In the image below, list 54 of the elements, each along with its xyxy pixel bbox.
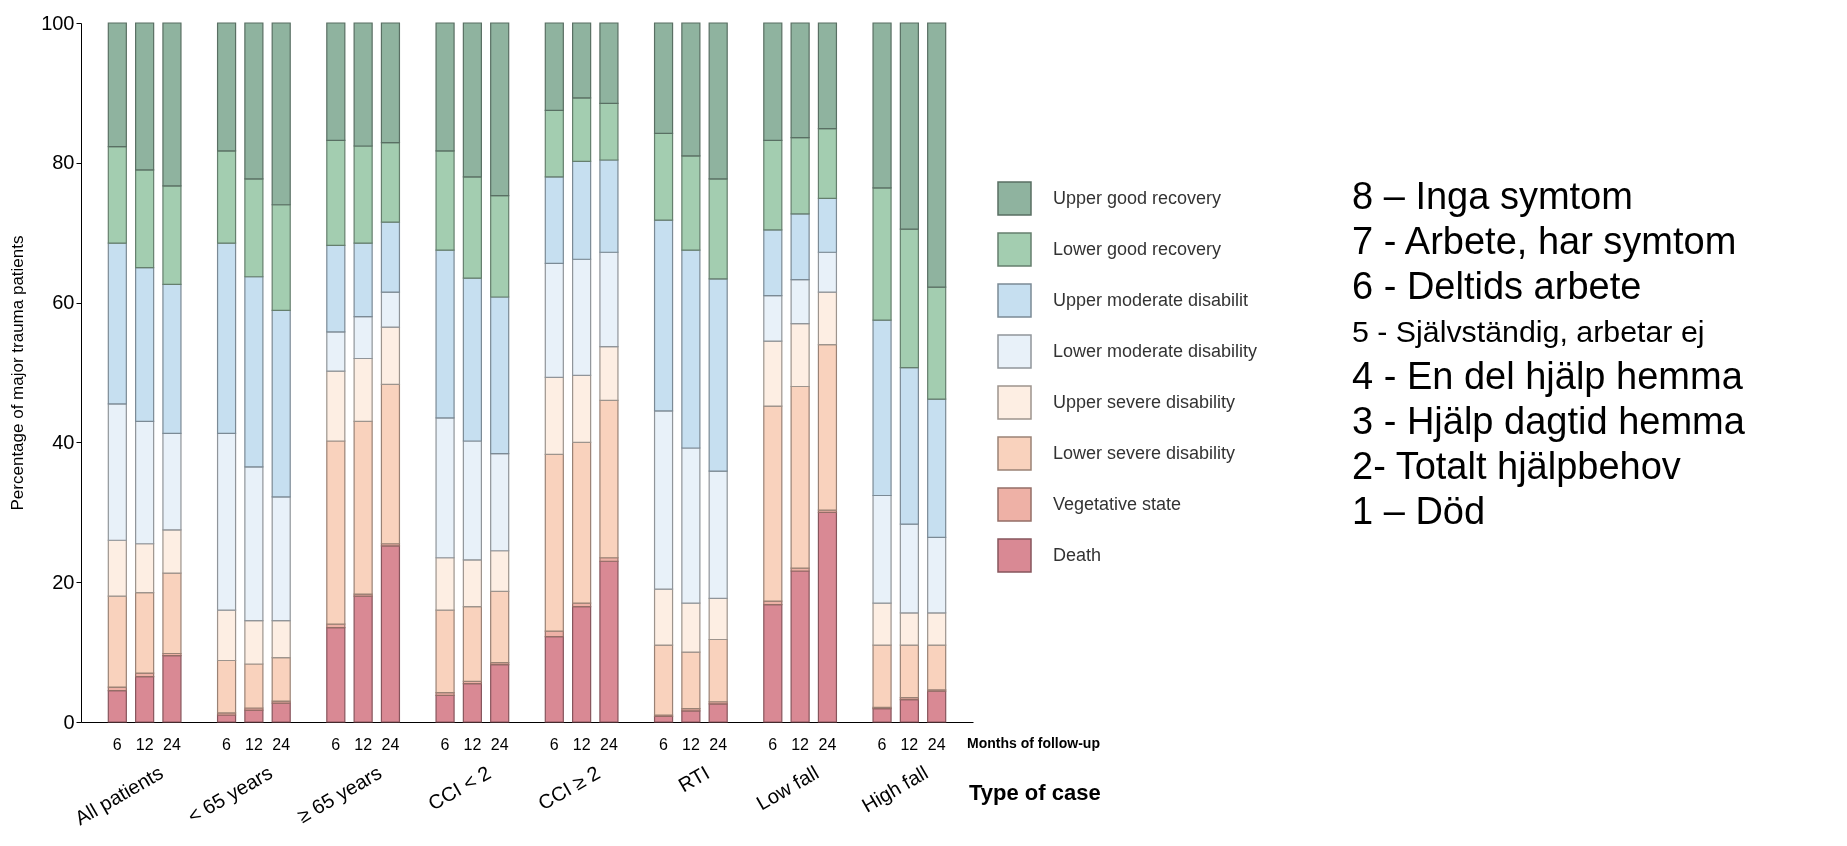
x-tick-label: 12 (681, 735, 700, 753)
text: RTI (674, 761, 713, 797)
text: 7 - Arbete, har symtom (1352, 219, 1737, 262)
text: 1 – Död (1352, 489, 1486, 532)
x-tick-label: 6 (659, 735, 669, 753)
legend-label: Lower severe disability (1053, 442, 1236, 463)
x-axis-title: Months of follow-up (967, 735, 1100, 751)
x-tick-label: 24 (163, 735, 181, 753)
legend-label: Lower moderate disability (1053, 340, 1258, 361)
text: 3 - Hjälp dagtid hemma (1352, 399, 1746, 442)
x-tick-label: 6 (440, 735, 450, 753)
x-tick-label: 6 (768, 735, 778, 753)
x-tick-label: 6 (222, 735, 232, 753)
text: 4 - En del hjälp hemma (1352, 354, 1744, 397)
legend-label: Lower good recovery (1053, 238, 1222, 259)
y-tick-label: 100 (41, 11, 75, 34)
x-tick-label: 12 (900, 735, 919, 753)
y-axis-title: Percentage of major trauma patients (8, 235, 28, 511)
y-tick-label: 40 (52, 430, 75, 453)
text: High fall (857, 761, 932, 817)
text: 8 – Inga symtom (1352, 174, 1633, 217)
x-tick-label: 12 (572, 735, 591, 753)
x-tick-label: 24 (927, 735, 946, 753)
x-tick-label: 12 (354, 735, 373, 753)
legend-label: Upper moderate disabilit (1053, 289, 1249, 310)
text: Low fall (752, 761, 823, 815)
x-tick-label: 24 (381, 735, 400, 753)
legend-label: Vegetative state (1053, 493, 1182, 514)
legend-label: Upper severe disability (1053, 391, 1236, 412)
x-tick-label: 12 (463, 735, 482, 753)
x-tick-label: 12 (135, 735, 154, 753)
legend-label: Upper good recovery (1053, 187, 1222, 208)
y-tick-label: 80 (52, 151, 75, 174)
text: 2- Totalt hjälpbehov (1352, 444, 1681, 487)
text: Type of case (969, 780, 1101, 805)
text: CCI ≥ 2 (534, 761, 604, 815)
x-tick-label: 6 (112, 735, 122, 753)
text: 6 - Deltids arbete (1352, 264, 1642, 307)
x-tick-label: 12 (791, 735, 810, 753)
y-tick-label: 0 (63, 710, 75, 733)
x-tick-label: 6 (331, 735, 341, 753)
text: CCI < 2 (424, 761, 495, 815)
legend-label: Death (1053, 544, 1102, 565)
y-tick-label: 60 (52, 291, 75, 314)
x-tick-label: 6 (877, 735, 887, 753)
text: 5 - Självständig, arbetar ej (1352, 314, 1705, 348)
y-tick-label: 20 (52, 570, 75, 593)
x-tick-label: 24 (818, 735, 837, 753)
x-tick-label: 24 (490, 735, 509, 753)
x-tick-label: 24 (272, 735, 291, 753)
x-tick-label: 12 (244, 735, 263, 753)
x-tick-label: 24 (709, 735, 728, 753)
x-tick-label: 24 (600, 735, 618, 753)
x-tick-label: 6 (549, 735, 559, 753)
